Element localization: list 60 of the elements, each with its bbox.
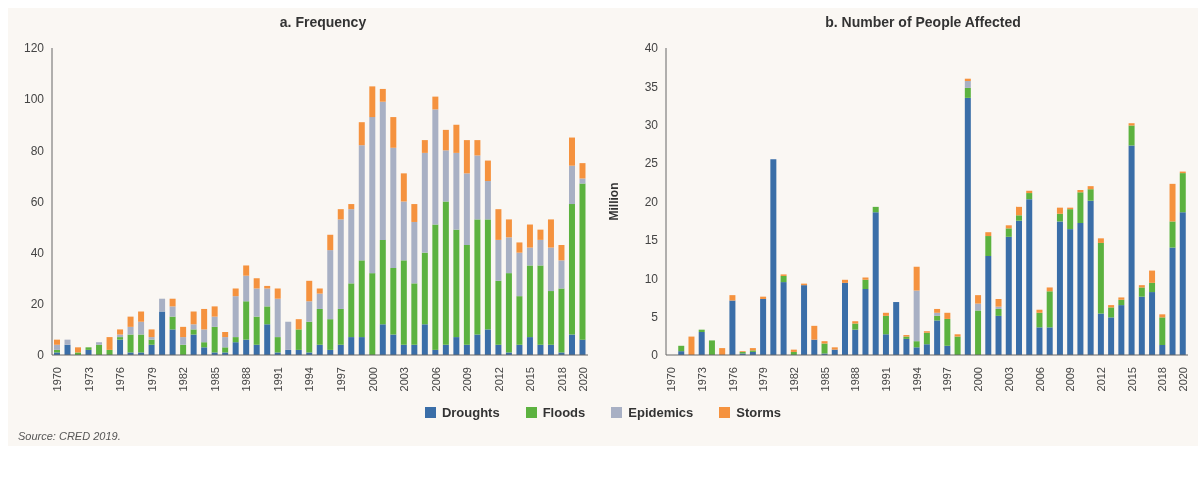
x-tick-label: 1979 [145, 367, 158, 392]
x-tick-label: 2000 [366, 367, 379, 392]
x-tick-label: 1997 [941, 367, 954, 392]
x-tick-label: 1997 [335, 367, 348, 392]
x-tick-label: 1970 [51, 367, 64, 392]
y-tick-label: 5 [651, 309, 659, 324]
x-tick-label: 1991 [880, 367, 893, 392]
x-tick-label: 1973 [695, 367, 708, 392]
x-tick-label: 2020 [576, 367, 589, 392]
x-tick-label: 1982 [177, 367, 190, 392]
x-tick-label: 2012 [492, 367, 505, 392]
y-tick-label: 35 [644, 79, 659, 94]
y-tick-label: 10 [644, 271, 659, 286]
x-tick-label: 2009 [1064, 367, 1077, 392]
y-tick-label: 80 [30, 143, 45, 158]
legend-label: Floods [542, 405, 586, 420]
y-tick-label: 100 [23, 92, 45, 107]
y-tick-label: 25 [644, 156, 659, 171]
y-tick-label: 120 [23, 41, 45, 56]
x-tick-label: 2015 [1125, 367, 1138, 392]
x-tick-label: 2009 [461, 367, 474, 392]
y-tick-label: 0 [651, 348, 659, 363]
x-tick-label: 1985 [818, 367, 831, 392]
x-tick-label: 1991 [271, 367, 284, 392]
y-axis-title: Million [607, 182, 622, 221]
chart-title: a. Frequency [278, 14, 368, 32]
y-tick-label: 15 [644, 233, 659, 248]
source-note: Source: CRED 2019. [17, 429, 122, 444]
x-tick-label: 1979 [757, 367, 770, 392]
x-tick-label: 2003 [1002, 367, 1015, 392]
x-tick-label: 2000 [972, 367, 985, 392]
x-tick-label: 1994 [303, 367, 316, 392]
x-tick-label: 1973 [82, 367, 95, 392]
chart-title: b. Number of People Affected [824, 14, 1022, 32]
x-tick-label: 1985 [208, 367, 221, 392]
x-tick-label: 2015 [524, 367, 537, 392]
x-tick-label: 1988 [849, 367, 862, 392]
legend-label: Droughts [441, 405, 500, 420]
y-tick-label: 0 [37, 348, 45, 363]
x-tick-label: 1988 [240, 367, 253, 392]
legend-label: Epidemics [628, 405, 694, 420]
y-tick-label: 20 [644, 194, 659, 209]
x-tick-label: 2006 [1033, 367, 1046, 392]
x-tick-label: 1976 [114, 367, 127, 392]
y-tick-label: 30 [644, 118, 659, 133]
x-tick-label: 2012 [1095, 367, 1107, 392]
y-tick-label: 40 [644, 41, 659, 56]
x-tick-label: 2006 [429, 367, 442, 392]
y-tick-label: 60 [30, 194, 45, 209]
x-tick-label: 1994 [910, 367, 923, 392]
y-tick-label: 40 [30, 245, 45, 260]
x-tick-label: 1982 [787, 367, 800, 392]
x-tick-label: 1976 [726, 367, 739, 392]
x-tick-label: 2003 [398, 367, 411, 392]
legend-label: Storms [736, 405, 782, 420]
x-tick-label: 2020 [1176, 367, 1189, 392]
x-tick-label: 2018 [1156, 367, 1169, 392]
x-tick-label: 1970 [665, 367, 678, 392]
y-tick-label: 20 [30, 297, 45, 312]
x-tick-label: 2018 [555, 367, 568, 392]
